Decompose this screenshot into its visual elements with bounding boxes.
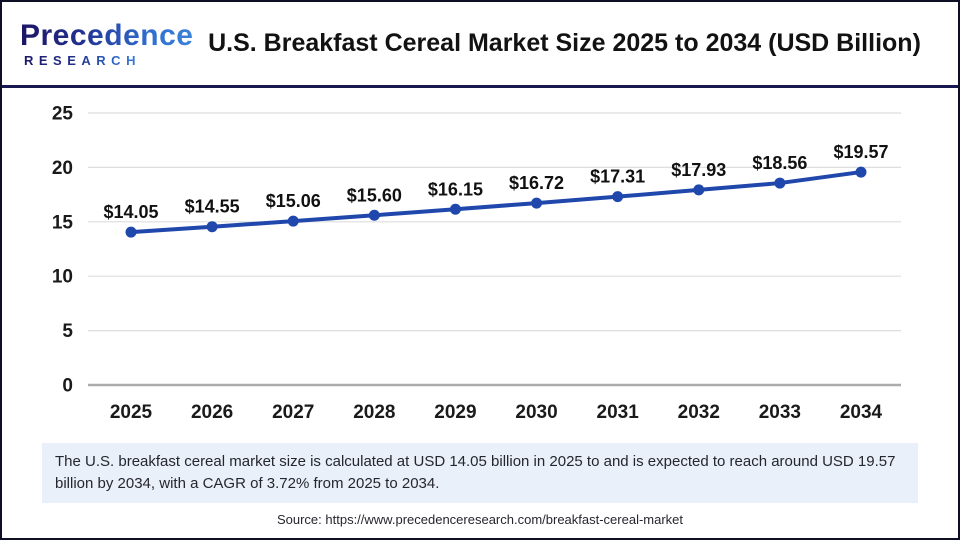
y-tick-label: 10 [52, 267, 73, 288]
x-tick-label: 2026 [191, 402, 233, 423]
data-point-label: $14.05 [103, 202, 158, 222]
logo-wordmark: Precedence [20, 18, 194, 52]
x-tick-label: 2029 [434, 402, 476, 423]
data-point-label: $15.06 [266, 191, 321, 211]
x-tick-label: 2032 [678, 402, 720, 423]
data-point-label: $16.15 [428, 179, 483, 199]
x-tick-label: 2025 [110, 402, 153, 423]
data-point-label: $19.57 [833, 142, 888, 162]
data-point-label: $18.56 [752, 153, 807, 173]
data-point [531, 197, 543, 209]
y-tick-label: 25 [52, 104, 74, 125]
precedence-logo: Precedence RESEARCH [20, 18, 195, 67]
logo-subtitle: RESEARCH [20, 54, 141, 67]
source-line: Source: https://www.precedenceresearch.c… [2, 512, 958, 527]
data-point [449, 203, 461, 215]
data-point [774, 177, 786, 189]
data-point-label: $15.60 [347, 185, 402, 205]
y-tick-label: 5 [62, 321, 73, 342]
data-point [855, 166, 867, 178]
y-tick-label: 0 [62, 376, 73, 397]
data-point [125, 226, 137, 238]
header-divider [2, 85, 958, 88]
source-text: Source: https://www.precedenceresearch.c… [276, 511, 684, 527]
line-chart: 0 5 10 15 20 25 2025 2026 2027 2028 2029 2030 2031 20… [2, 88, 958, 440]
x-tick-label: 2033 [759, 402, 801, 423]
x-tick-label: 2031 [597, 402, 640, 423]
y-tick-label: 20 [52, 158, 73, 179]
data-point [206, 221, 218, 233]
data-point [287, 215, 299, 227]
data-point [612, 191, 624, 203]
summary-note: The U.S. breakfast cereal market size is… [42, 443, 918, 503]
data-point-label: $14.55 [185, 197, 240, 217]
y-tick-label: 15 [52, 212, 74, 233]
summary-note-text: The U.S. breakfast cereal market size is… [55, 453, 896, 492]
header: Precedence RESEARCH U.S. Breakfast Cerea… [2, 2, 958, 85]
data-point [693, 184, 705, 196]
x-tick-label: 2030 [515, 402, 557, 423]
data-point-label: $17.93 [671, 160, 726, 180]
data-point-label: $16.72 [509, 173, 564, 193]
x-tick-label: 2027 [272, 402, 314, 423]
x-tick-label: 2034 [840, 402, 883, 423]
chart-title: U.S. Breakfast Cereal Market Size 2025 t… [208, 29, 921, 57]
data-point-label: $17.31 [590, 167, 645, 187]
data-point [368, 209, 380, 221]
series-line [129, 170, 863, 235]
x-tick-label: 2028 [353, 402, 395, 423]
